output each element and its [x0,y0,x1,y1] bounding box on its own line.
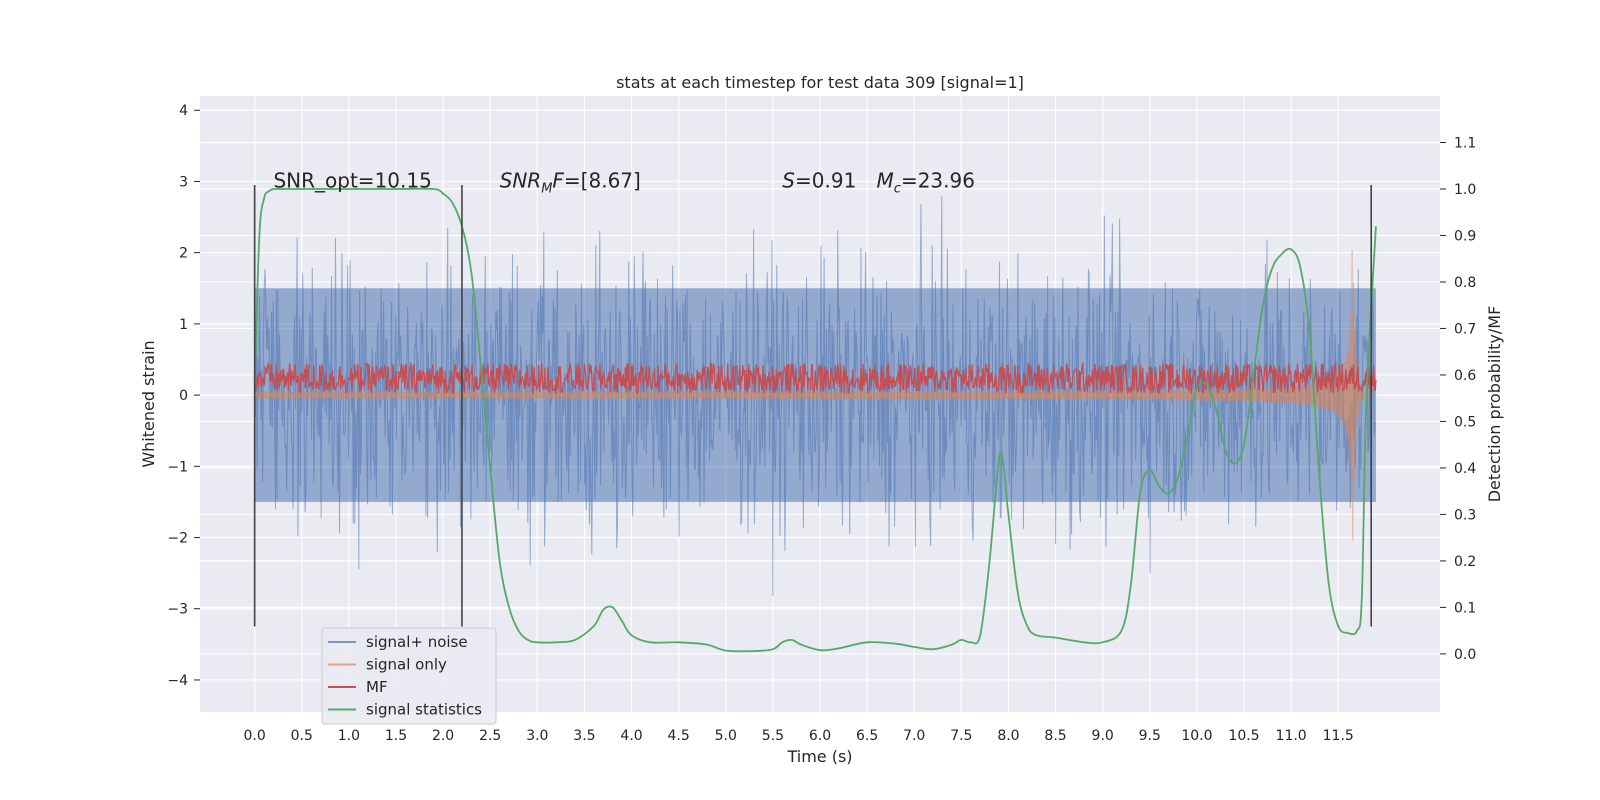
y2-tick-label: 0.9 [1454,228,1476,244]
series-mf [254,361,1377,395]
annotations: SNR_opt=10.15 SNRMF=[8.67] S=0.91 Mc=23.96 [273,168,974,196]
x-tick-label: 9.5 [1139,728,1161,744]
legend: signal+ noise signal only MF signal statist… [321,627,497,725]
statistics-line [253,187,1377,653]
y-tick-label: 4 [179,103,188,119]
x-tick-label: 5.0 [715,728,737,744]
annotation-snr-opt: SNR_opt=10.15 [273,168,431,192]
vertical-markers [253,185,1373,627]
x-tick-label: 8.5 [1044,728,1066,744]
x-tick-label: 7.5 [950,728,972,744]
y2-axis-label: Detection probability/MF [1485,306,1504,503]
x-tick-label: 5.5 [762,728,784,744]
x-tick-label: 9.0 [1092,728,1114,744]
chart-title: stats at each timestep for test data 309… [616,73,1024,92]
noise-trace [254,196,1377,597]
legend-label: signal+ noise [366,633,468,651]
y-tick-label: −4 [167,673,188,689]
x-tick-label: 1.5 [385,728,407,744]
x-tick-label: 4.0 [620,728,642,744]
annotation-mc: Mc=23.96 [877,168,975,196]
legend-box [321,627,497,725]
y2-tick-label: 0.5 [1454,414,1476,430]
x-tick-label: 6.0 [809,728,831,744]
y-tick-label: 1 [179,317,188,333]
y2-tick-label: 0.6 [1454,368,1476,384]
y2-tick-label: 0.7 [1454,321,1476,337]
x-tick-label: 11.5 [1323,728,1354,744]
y2-tick-label: 0.1 [1454,600,1476,616]
series-signal-statistics [253,187,1377,653]
y2-tick-label: 0.2 [1454,554,1476,570]
x-tick-label: 4.5 [668,728,690,744]
x-tick-label: 3.5 [573,728,595,744]
y2-tick-label: 0.8 [1454,275,1476,291]
mf-trace [254,361,1377,395]
x-tick-label: 11.0 [1276,728,1307,744]
x-tick-label: 1.0 [338,728,360,744]
y-tick-label: 2 [179,246,188,262]
annotation-s: S=0.91 [782,168,856,192]
x-tick-label: 10.5 [1228,728,1259,744]
legend-label: MF [366,678,388,696]
series-signal-only [254,249,1376,541]
x-axis-label: Time (s) [786,747,852,766]
x-tick-label: 2.5 [479,728,501,744]
legend-label: signal statistics [366,701,482,719]
legend-label: signal only [366,656,447,674]
y-tick-label: 3 [179,174,188,190]
y-axis-label: Whitened strain [139,340,158,467]
x-tick-label: 6.5 [856,728,878,744]
annotation-snr-mf: SNRMF=[8.67] [500,168,641,196]
x-tick-label: 3.0 [526,728,548,744]
x-tick-label: 2.0 [432,728,454,744]
y2-tick-label: 1.0 [1454,182,1476,198]
x-tick-label: 0.0 [244,728,266,744]
x-tick-label: 7.0 [903,728,925,744]
x-tick-label: 8.0 [997,728,1019,744]
y2-tick-label: 1.1 [1454,135,1476,151]
y2-tick-label: 0.3 [1454,507,1476,523]
signal-trace [254,249,1376,541]
x-tick-label: 0.5 [291,728,313,744]
x-tick-label: 10.0 [1181,728,1212,744]
y2-tick-label: 0.0 [1454,647,1476,663]
y-tick-label: −3 [167,602,188,618]
y2-tick-label: 0.4 [1454,461,1476,477]
y-tick-label: −2 [167,531,188,547]
y-tick-label: −1 [167,459,188,475]
y-tick-label: 0 [179,388,188,404]
axes: 0.0 0.5 1.0 1.5 2.0 2.5 3.0 3.5 4.0 4.5 5.0 5.5 6.0 6… [167,103,1476,744]
series-layer [253,187,1377,653]
